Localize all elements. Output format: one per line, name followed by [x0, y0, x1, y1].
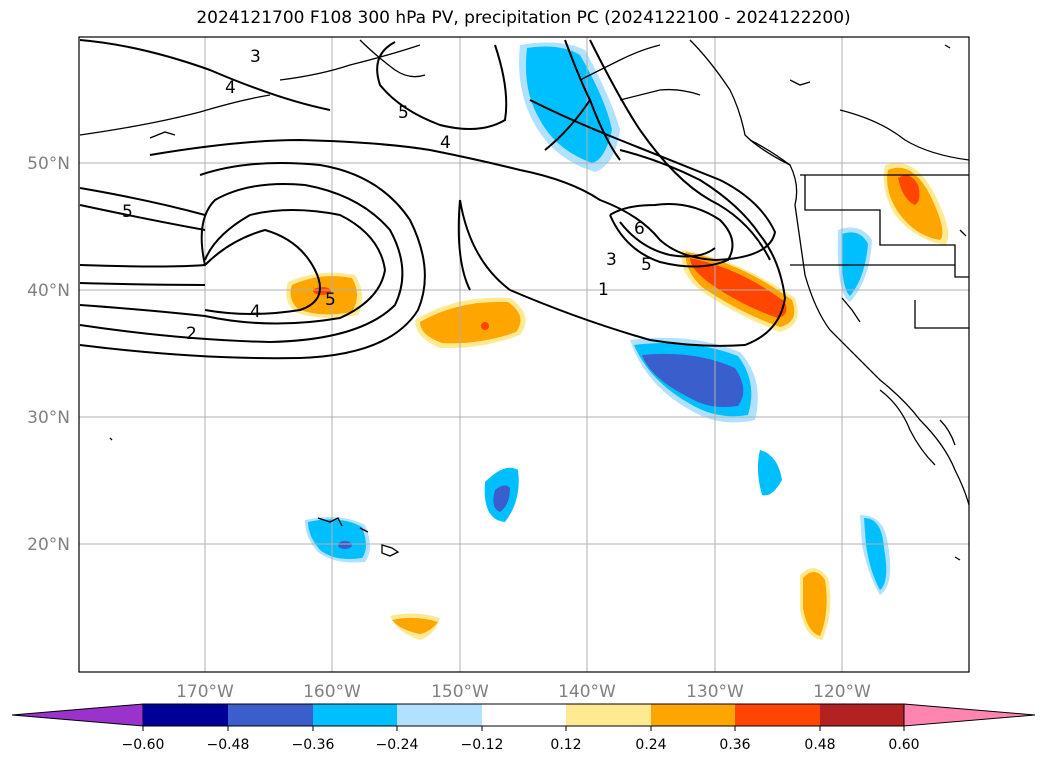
- precip-neg-mid: [525, 46, 612, 163]
- colorbar-tick-label: −0.12: [461, 737, 504, 753]
- colorbar-tick-label: −0.36: [292, 737, 335, 753]
- pv-contours: [79, 39, 787, 360]
- graticule: [79, 37, 969, 672]
- lon-label: 120°W: [813, 682, 871, 702]
- precip-neg-mid: [308, 519, 366, 559]
- colorbar-tick-label: 0.12: [550, 737, 581, 753]
- colorbar-ticks: [142, 726, 905, 731]
- colorbar: −0.60 −0.48 −0.36 −0.24 −0.12 0.12 0.24 …: [11, 703, 1036, 753]
- colorbar-tick-label: 0.60: [888, 737, 919, 753]
- precip-neg-strong: [338, 541, 352, 549]
- lat-label: 40°N: [27, 281, 70, 301]
- colorbar-extend-low: [11, 703, 144, 727]
- contour-label: 1: [598, 280, 609, 300]
- precip-pos-strong: [690, 258, 787, 318]
- colorbar-tick-labels: −0.60 −0.48 −0.36 −0.24 −0.12 0.12 0.24 …: [122, 737, 920, 753]
- precip-pos-mid: [420, 301, 521, 344]
- contour-label: 5: [641, 255, 652, 275]
- colorbar-tick-label: 0.24: [635, 737, 666, 753]
- contour-label: 5: [122, 202, 133, 222]
- coastlines: [79, 39, 969, 561]
- longitude-labels: 170°W 160°W 150°W 140°W 130°W 120°W: [176, 682, 871, 702]
- lat-label: 50°N: [27, 154, 70, 174]
- contour-label: 4: [440, 133, 451, 153]
- precip-pos-strong: [313, 287, 331, 295]
- latitude-labels: 50°N 40°N 30°N 20°N: [27, 154, 70, 555]
- colorbar-tick-label: −0.48: [207, 737, 250, 753]
- colorbar-segment: [482, 704, 566, 726]
- lat-label: 20°N: [27, 535, 70, 555]
- contour-label: 3: [250, 47, 261, 67]
- colorbar-segment: [820, 704, 904, 726]
- contour-label: 5: [325, 290, 336, 310]
- precip-pos-mid: [803, 571, 827, 636]
- lon-label: 160°W: [303, 682, 361, 702]
- precip-neg-mid: [864, 518, 887, 590]
- precip-pos-strong: [898, 175, 920, 205]
- colorbar-segment: [397, 704, 482, 726]
- colorbar-extend-high: [903, 703, 1036, 727]
- precip-neg-strong: [642, 353, 744, 407]
- precip-shading: [286, 42, 949, 640]
- precip-neg-strong: [493, 485, 510, 512]
- contour-label: 5: [398, 103, 409, 123]
- colorbar-tick-label: −0.60: [122, 737, 165, 753]
- colorbar-tick-label: −0.24: [376, 737, 419, 753]
- lon-label: 130°W: [686, 682, 744, 702]
- contour-label: 3: [606, 250, 617, 270]
- lat-label: 30°N: [27, 408, 70, 428]
- map-title: 2024121700 F108 300 hPa PV, precipitatio…: [196, 8, 851, 28]
- precip-pos-mid: [392, 617, 438, 634]
- map-area: 3 4 5 4 5 4 2 5 6 5 3 1: [79, 37, 969, 672]
- colorbar-segment: [313, 704, 397, 726]
- precip-neg-mid: [757, 450, 782, 496]
- colorbar-segment: [651, 704, 735, 726]
- precip-pos-mid: [290, 276, 357, 315]
- contour-label: 4: [225, 78, 236, 98]
- colorbar-segment: [228, 704, 313, 726]
- map-frame: [78, 36, 970, 673]
- precip-neg-mid: [841, 232, 868, 296]
- lon-label: 140°W: [558, 682, 616, 702]
- colorbar-segment: [566, 704, 651, 726]
- lon-label: 150°W: [431, 682, 489, 702]
- colorbar-tick-label: 0.36: [719, 737, 750, 753]
- contour-label: 4: [250, 302, 261, 322]
- colorbar-tick-label: 0.48: [804, 737, 835, 753]
- contour-label: 6: [634, 219, 645, 239]
- contour-labels: 3 4 5 4 5 4 2 5 6 5 3 1: [122, 47, 652, 344]
- colorbar-segment: [735, 704, 820, 726]
- colorbar-segment: [143, 704, 228, 726]
- contour-label: 2: [186, 324, 197, 344]
- precip-pos-strong: [481, 322, 489, 330]
- lon-label: 170°W: [176, 682, 234, 702]
